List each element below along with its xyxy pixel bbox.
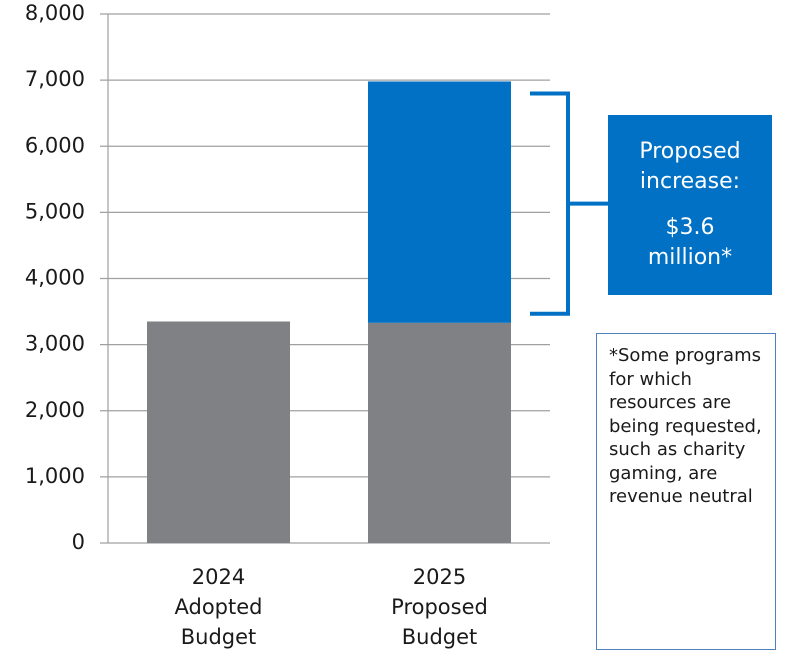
callout-box: Proposed increase: $3.6 million* [608,115,772,295]
y-tick-label: 4,000 [25,266,85,290]
x-tick-label: 2024 Adopted Budget [175,565,263,649]
y-tick-label: 8,000 [25,1,85,25]
bar-segment [368,81,511,323]
y-tick-label: 2,000 [25,398,85,422]
callout-value: $3.6 million* [647,215,733,270]
bar-segment [147,321,290,543]
y-tick-label: 7,000 [25,67,85,91]
y-tick-label: 0 [72,530,85,554]
x-tick-label: 2025 Proposed Budget [391,565,488,649]
y-tick-label: 6,000 [25,133,85,157]
y-tick-label: 3,000 [25,332,85,356]
bracket [530,91,608,316]
callout-label: Proposed increase: [639,139,741,194]
y-tick-label: 5,000 [25,199,85,223]
footnote: *Some programs for which resources are b… [596,333,776,650]
y-tick-label: 1,000 [25,464,85,488]
bar-segment [368,322,511,543]
